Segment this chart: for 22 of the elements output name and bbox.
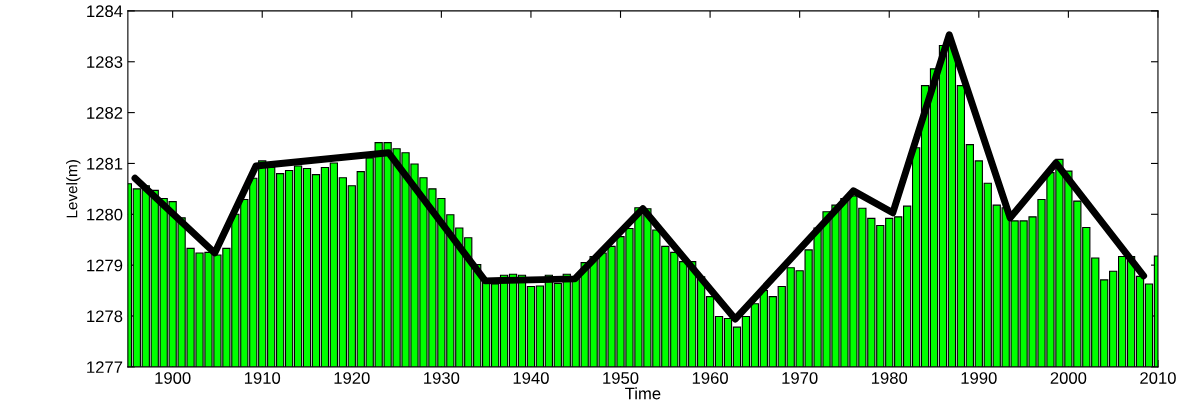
x-tick-label: 1910 [244, 372, 281, 384]
y-tick-label: 1284 [87, 5, 123, 18]
y-tick-label: 1280 [87, 208, 123, 221]
x-tick-label: 1930 [424, 372, 460, 384]
y-tick-label: 1282 [87, 107, 123, 119]
x-tick-label: 2010 [1140, 372, 1176, 384]
y-axis-title: Level(m) [66, 160, 81, 218]
y-tick-label: 1281 [87, 157, 123, 170]
x-tick-label: 1940 [513, 372, 549, 384]
y-tick-label: 1277 [87, 361, 123, 373]
x-tick-label: 1970 [782, 372, 818, 384]
x-tick-label: 1980 [871, 372, 908, 384]
x-tick-label: 1960 [692, 372, 728, 384]
x-tick-label: 1920 [334, 372, 370, 384]
x-axis-title: Time [625, 387, 661, 400]
y-tick-label: 1279 [87, 259, 123, 272]
x-tick-label: 1900 [155, 372, 191, 384]
x-tick-label: 1950 [603, 372, 639, 384]
x-tick-label: 2000 [1050, 372, 1087, 384]
y-tick-label: 1283 [87, 56, 123, 68]
y-tick-label: 1278 [87, 310, 123, 323]
x-tick-label: 1990 [961, 372, 997, 384]
